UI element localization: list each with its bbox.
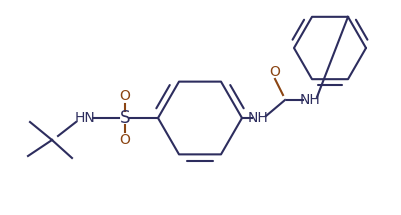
Text: O: O (119, 133, 130, 147)
Text: S: S (120, 109, 130, 127)
Text: NH: NH (248, 111, 268, 125)
Text: O: O (119, 89, 130, 103)
Text: NH: NH (300, 93, 320, 107)
Text: O: O (269, 65, 280, 79)
Text: HN: HN (75, 111, 95, 125)
